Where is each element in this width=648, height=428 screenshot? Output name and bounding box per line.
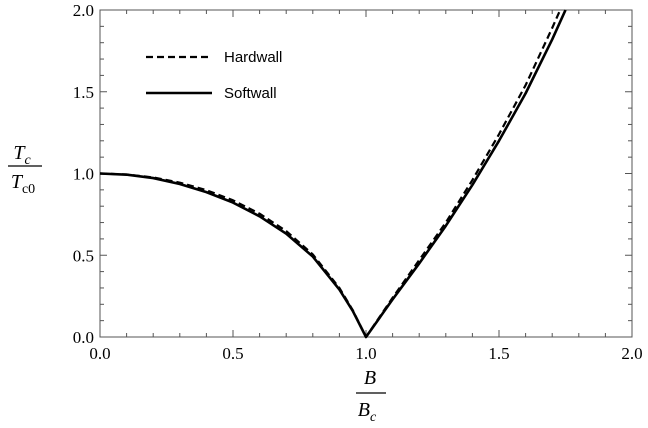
x-tick-label: 0.5 (222, 344, 243, 363)
series-line-softwall (99, 9, 567, 339)
legend: Hardwall Softwall (146, 49, 282, 102)
y-tick-label: 0.5 (73, 246, 94, 265)
y-axis-label: Tc Tc0 (8, 142, 42, 197)
x-tick-label: 1.0 (355, 344, 376, 363)
x-axis-label: B Bc (356, 367, 386, 425)
x-tick-label: 1.5 (488, 344, 509, 363)
tick-labels: 0.0 0.5 1.0 1.5 2.0 0.0 0.5 1.0 1.5 2.0 (73, 1, 643, 363)
x-tick-label: 0.0 (89, 344, 110, 363)
svg-text:Tc0: Tc0 (11, 171, 35, 197)
y-tick-label: 1.5 (73, 83, 94, 102)
y-tick-label: 0.0 (73, 328, 94, 347)
legend-label-softwall: Softwall (224, 85, 277, 102)
y-label-denominator-sub: c0 (22, 182, 35, 197)
x-label-denominator: B (358, 399, 370, 421)
legend-label-hardwall: Hardwall (224, 49, 282, 66)
y-label-denominator: T (11, 171, 24, 193)
y-label-numerator-sub: c (24, 153, 31, 168)
x-tick-label: 2.0 (621, 344, 642, 363)
y-tick-label: 2.0 (73, 1, 94, 20)
plot-border (99, 9, 633, 338)
svg-text:Tc: Tc (13, 142, 31, 168)
axis-ticks (99, 9, 633, 338)
y-label-numerator: T (13, 142, 26, 164)
x-label-denominator-sub: c (370, 410, 377, 425)
series-lines (99, 9, 567, 339)
svg-text:Bc: Bc (358, 399, 377, 425)
y-tick-label: 1.0 (73, 165, 94, 184)
x-label-numerator: B (364, 367, 376, 389)
series-line-hardwall (99, 9, 562, 339)
plot-frame (99, 9, 633, 338)
